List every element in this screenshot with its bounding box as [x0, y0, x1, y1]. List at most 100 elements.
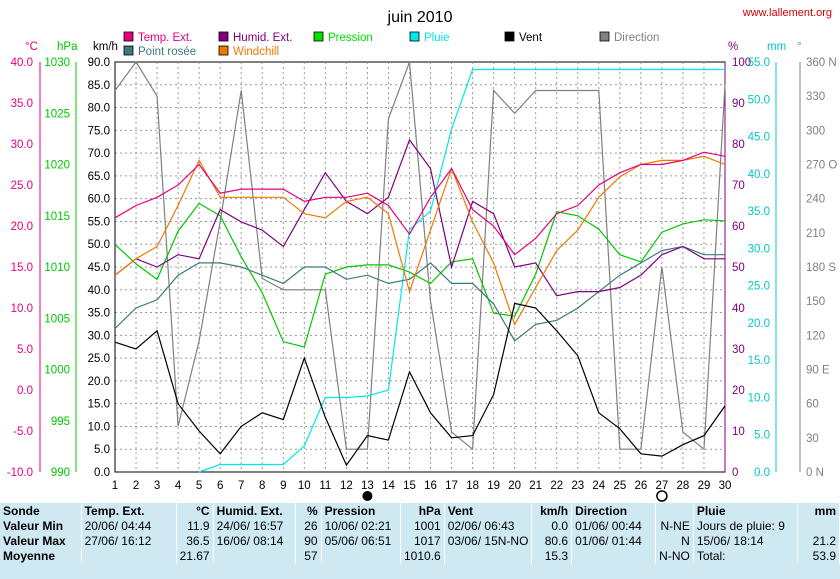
site-link[interactable]: www.lallement.org [742, 7, 832, 19]
direction-tick-label: 60 [806, 399, 819, 411]
legend-label: Direction [614, 32, 659, 44]
wind-tick-label: 45.0 [88, 262, 110, 274]
legend-swatch [123, 31, 134, 42]
vent-min-value: 0.0 [531, 518, 573, 533]
legend-item: Direction [599, 31, 659, 44]
legend-swatch [599, 31, 610, 42]
vent-avg-value: 15.3 [531, 548, 573, 563]
x-tick-label: 24 [592, 480, 605, 492]
wind-tick-label: 50.0 [88, 239, 110, 251]
series-line-temp-ext- [114, 151, 726, 256]
humid-min-date: 24/06/ 16:57 [213, 518, 297, 533]
wind-tick-label: 90.0 [88, 57, 110, 69]
temp-tick-label: 15.0 [11, 262, 33, 274]
wind-tick-label: 20.0 [88, 376, 110, 388]
rain-tick-label: 5.0 [754, 430, 770, 442]
pression-min-date: 10/06/ 02:21 [321, 518, 402, 533]
rain-tick-label: 40.0 [748, 169, 770, 181]
humidity-tick-label: 60 [732, 221, 745, 233]
pluie-days-value [797, 518, 840, 533]
humid-avg-date [213, 548, 297, 563]
pressure-tick-label: 1025 [44, 108, 70, 120]
pluie-unit: mm [797, 503, 840, 518]
row-label: Moyenne [0, 548, 82, 563]
x-tick-label: 26 [634, 480, 647, 492]
stats-panel: Sonde Temp. Ext. °C Humid. Ext. % Pressi… [0, 503, 840, 579]
wind-tick-label: 10.0 [88, 421, 110, 433]
vent-min-date: 02/06/ 06:43 [444, 518, 533, 533]
x-tick-label: 9 [280, 480, 286, 492]
direction-tick-label: 360 N [806, 57, 837, 69]
legend-swatch [504, 31, 515, 42]
x-tick-label: 30 [719, 480, 732, 492]
chart-title: juin 2010 [387, 9, 453, 26]
pressure-tick-label: 1015 [44, 211, 70, 223]
stats-row: Valeur Max 27/06/ 16:12 36.5 16/06/ 08:1… [0, 533, 840, 548]
wind-tick-label: 15.0 [88, 399, 110, 411]
series-line-direction [114, 60, 726, 451]
wind-tick-label: 75.0 [88, 125, 110, 137]
humid-header: Humid. Ext. [213, 503, 297, 518]
legend-label: Point rosée [138, 46, 196, 58]
temp-tick-label: 20.0 [11, 221, 33, 233]
legend-label: Pression [328, 32, 373, 44]
temp-min-date: 20/06/ 04:44 [81, 518, 177, 533]
legend-item: Humid. Ext. [218, 31, 292, 44]
direction-tick-label: 240 [806, 194, 825, 206]
pression-unit: hPa [400, 503, 445, 518]
row-label: Valeur Min [0, 518, 82, 533]
row-label: Valeur Max [0, 533, 82, 548]
pression-min-value: 1001 [400, 518, 445, 533]
legend-item: Point rosée [123, 45, 196, 58]
x-tick-label: 27 [655, 480, 668, 492]
rain-unit-label: mm [767, 41, 786, 53]
sonde-header: Sonde [0, 503, 82, 518]
wind-tick-label: 0.0 [94, 467, 110, 479]
weather-chart: www.lallement.org juin 2010 Temp. Ext. Hu… [7, 7, 838, 502]
direction-tick-label: 270 O [806, 160, 837, 172]
humid-max-date: 16/06/ 08:14 [213, 533, 297, 548]
pluie-total-label: Total: [693, 548, 799, 563]
x-tick-label: 22 [550, 480, 563, 492]
humidity-tick-label: 10 [732, 426, 745, 438]
rain-tick-label: 55.0 [748, 57, 770, 69]
pression-max-date: 05/06/ 06:51 [321, 533, 402, 548]
legend-swatch [313, 31, 324, 42]
pressure-tick-label: 1000 [44, 365, 70, 377]
legend-label: Pluie [424, 32, 450, 44]
humidity-tick-label: 70 [732, 180, 745, 192]
vent-unit: km/h [531, 503, 573, 518]
series-line-pluie [198, 68, 725, 473]
x-tick-label: 17 [445, 480, 458, 492]
temp-tick-label: -10.0 [7, 467, 33, 479]
pressure-tick-label: 1010 [44, 262, 70, 274]
humid-min-value: 26 [295, 518, 322, 533]
pressure-tick-label: 1020 [44, 160, 70, 172]
series-line-windchill [114, 155, 726, 326]
direction-tick-label: 300 [806, 125, 825, 137]
rain-tick-label: 45.0 [748, 132, 770, 144]
pluie-days: Jours de pluie: 9 [693, 518, 799, 533]
pression-max-value: 1017 [400, 533, 445, 548]
legend-swatch [409, 31, 420, 42]
stats-table: Sonde Temp. Ext. °C Humid. Ext. % Pressi… [0, 503, 840, 563]
pressure-unit-label: hPa [57, 41, 78, 53]
rain-tick-label: 35.0 [748, 206, 770, 218]
direction-tick-label: 120 [806, 330, 825, 342]
x-tick-label: 29 [698, 480, 711, 492]
x-axis-ticks: 1 2 3 4 5 6 7 8 9 10 11 12 13 14 15 16 17 18 19 20 21 22 23 24 2… [112, 480, 732, 492]
humidity-tick-label: 90 [732, 98, 745, 110]
vent-header: Vent [444, 503, 533, 518]
direction-tick-label: 150 [806, 296, 825, 308]
direction-tick-label: 330 [806, 91, 825, 103]
x-tick-label: 25 [613, 480, 626, 492]
x-tick-label: 19 [487, 480, 500, 492]
direction-tick-label: 0 N [806, 467, 824, 479]
pressure-tick-label: 995 [51, 416, 70, 428]
direction-avg-date [571, 548, 657, 563]
wind-tick-label: 60.0 [88, 194, 110, 206]
axes: 40.0 35.0 30.0 25.0 20.0 15.0 10.0 5.0 0.0 -5.0 -1… [7, 57, 838, 479]
temp-tick-label: 30.0 [11, 139, 33, 151]
legend-swatch [218, 45, 229, 56]
x-tick-label: 3 [154, 480, 160, 492]
